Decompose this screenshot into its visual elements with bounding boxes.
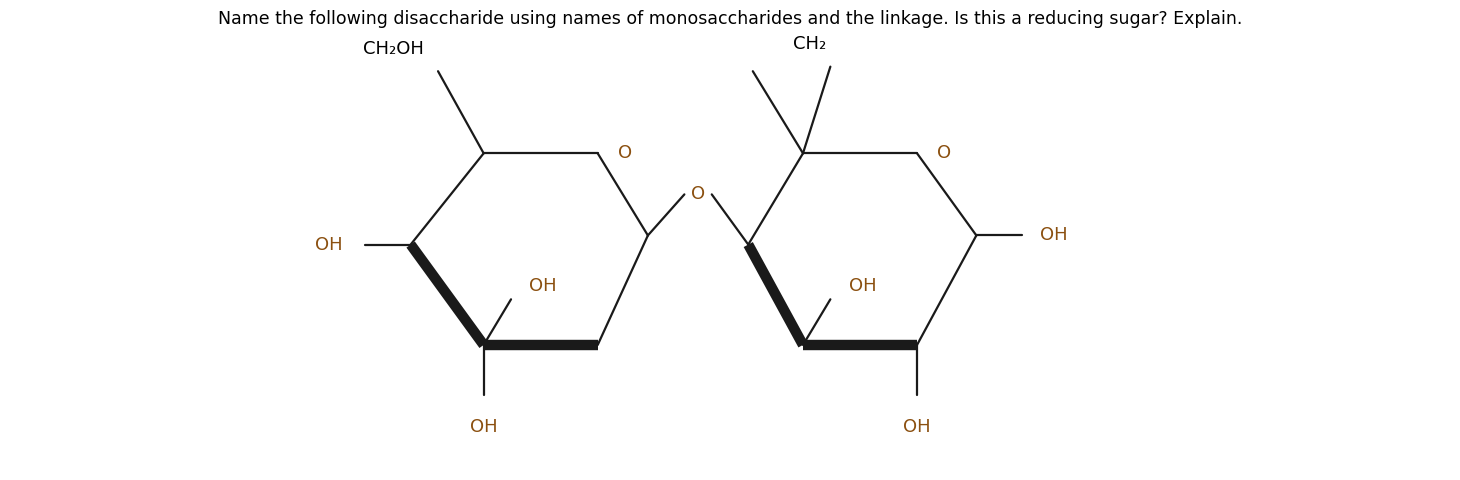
Text: OH: OH	[470, 418, 498, 436]
Text: OH: OH	[530, 276, 556, 295]
Text: OH: OH	[1040, 227, 1067, 244]
Text: OH: OH	[904, 418, 931, 436]
Text: O: O	[937, 144, 952, 162]
Text: O: O	[618, 144, 632, 162]
Text: Name the following disaccharide using names of monosaccharides and the linkage. : Name the following disaccharide using na…	[218, 10, 1242, 28]
Text: OH: OH	[848, 276, 876, 295]
Text: CH₂OH: CH₂OH	[364, 39, 425, 58]
Text: CH₂: CH₂	[793, 35, 826, 53]
Text: O: O	[691, 185, 705, 204]
Text: OH: OH	[314, 236, 342, 253]
